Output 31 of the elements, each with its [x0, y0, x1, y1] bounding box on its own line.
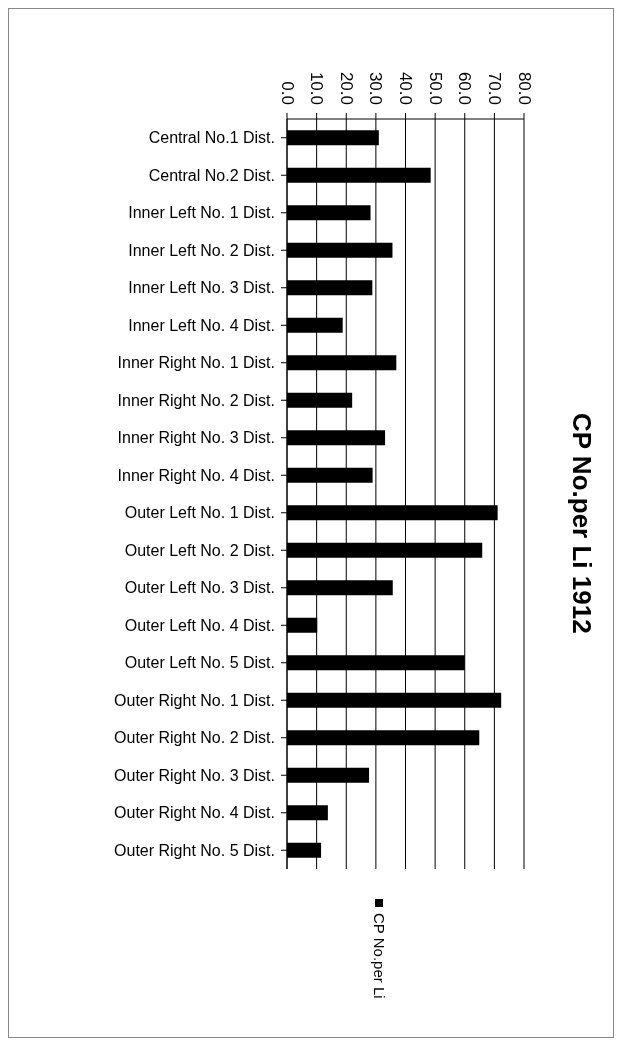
text: CP No.per Li 1912: [565, 412, 597, 634]
x-tick-label: 60.0: [455, 71, 475, 105]
y-tick-label: Central No.2 Dist.: [148, 166, 275, 184]
x-tick-label: 40.0: [396, 71, 415, 105]
y-tick-label: Inner Right No. 2 Dist.: [117, 391, 275, 409]
y-tick-label: Outer Left No. 4 Dist.: [124, 616, 275, 634]
y-tick-label: Outer Left No. 3 Dist.: [124, 579, 275, 597]
y-tick-label: Outer Right No. 5 Dist.: [114, 841, 275, 859]
y-tick-label: Outer Right No. 3 Dist.: [114, 766, 275, 784]
x-tick-label: 80.0: [514, 71, 534, 105]
y-tick-label: Central No.1 Dist.: [148, 129, 275, 147]
y-tick-label: Inner Right No. 4 Dist.: [117, 466, 275, 484]
x-tick-label: 70.0: [484, 71, 504, 105]
y-tick-label: Inner Left No. 4 Dist.: [128, 316, 275, 334]
y-tick-label: Inner Left No. 3 Dist.: [128, 279, 275, 297]
y-tick-label: Inner Right No. 1 Dist.: [117, 354, 275, 372]
x-tick-label: 50.0: [425, 71, 445, 105]
y-tick-label: Outer Right No. 1 Dist.: [114, 691, 275, 709]
x-tick-label: 0.0: [277, 81, 297, 105]
y-tick-label: Inner Left No. 2 Dist.: [128, 241, 275, 259]
y-tick-label: Inner Right No. 3 Dist.: [117, 429, 275, 447]
y-tick-label: Inner Left No. 1 Dist.: [128, 204, 275, 222]
y-tick-label: Outer Right No. 2 Dist.: [114, 729, 275, 747]
y-tick-label: Outer Left No. 1 Dist.: [124, 504, 275, 522]
x-tick-label: 20.0: [336, 71, 356, 105]
y-tick-label: Outer Right No. 4 Dist.: [114, 804, 275, 822]
y-tick-label: Outer Left No. 5 Dist.: [124, 654, 275, 672]
legend-label: CP No.per Li: [370, 913, 388, 999]
y-tick-label: Outer Left No. 2 Dist.: [124, 541, 275, 559]
x-tick-label: 10.0: [307, 71, 327, 105]
x-tick-label: 30.0: [366, 71, 386, 105]
